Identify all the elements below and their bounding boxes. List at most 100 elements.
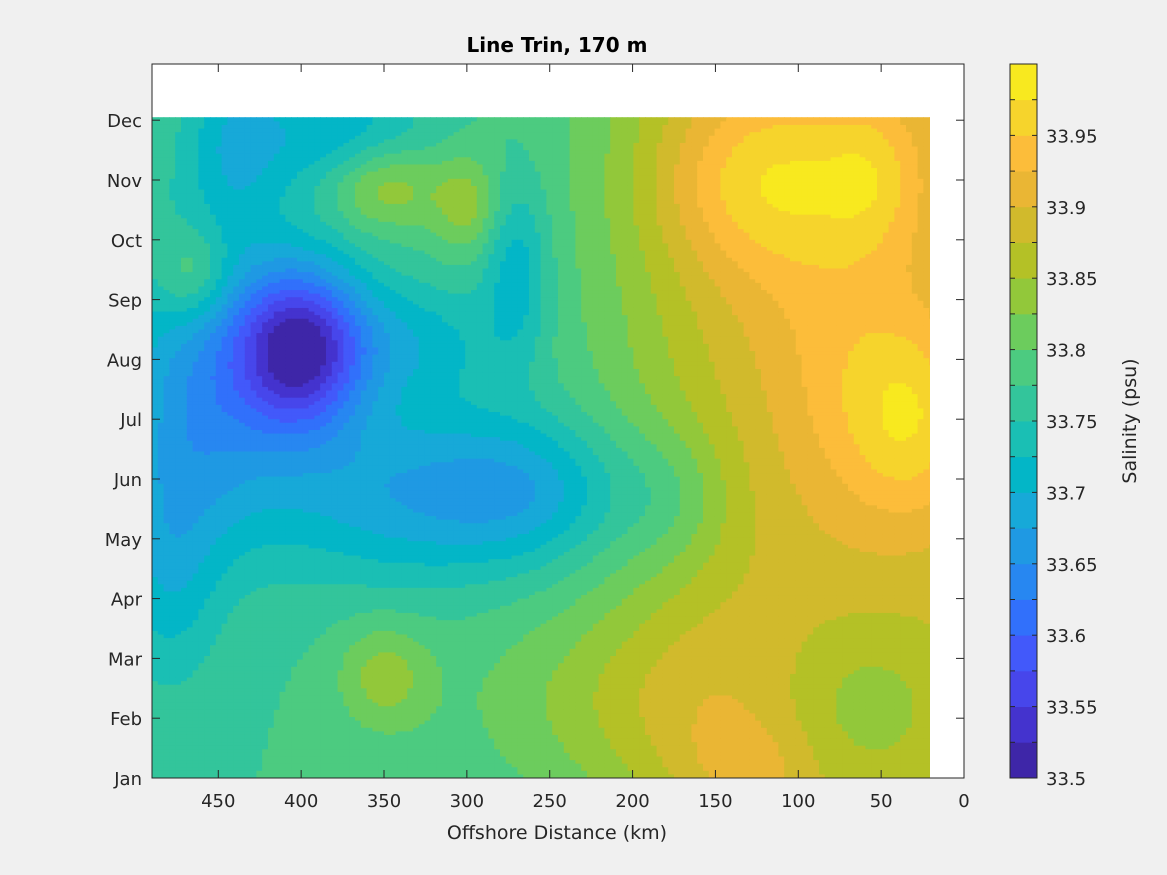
contour-cell [157, 515, 165, 520]
contour-cell [210, 644, 217, 649]
contour-cell [152, 594, 159, 599]
contour-cell [233, 257, 240, 262]
contour-cell [279, 422, 286, 427]
contour-cell [262, 734, 269, 739]
contour-cell [239, 666, 246, 671]
contour-cell [204, 519, 211, 524]
contour-cell [291, 407, 298, 413]
contour-cell [204, 167, 211, 172]
contour-cell [256, 594, 263, 599]
contour-cell [175, 307, 182, 312]
contour-cell [291, 465, 298, 470]
contour-cell [210, 537, 217, 542]
contour-cell [215, 702, 223, 707]
contour-cell [215, 501, 223, 506]
contour-cell [169, 192, 176, 197]
contour-cell [181, 271, 188, 276]
contour-cell [256, 235, 263, 240]
contour-cell [297, 368, 304, 373]
contour-cell [302, 267, 310, 273]
contour-cell [262, 181, 269, 186]
contour-cell [204, 476, 211, 481]
contour-cell [181, 293, 188, 298]
contour-cell [279, 318, 286, 323]
contour-cell [297, 199, 304, 204]
contour-cell [291, 264, 298, 269]
contour-cell [239, 242, 246, 247]
contour-cell [175, 662, 182, 667]
contour-cell [186, 192, 194, 197]
contour-cell [239, 551, 246, 556]
contour-cell [291, 282, 298, 287]
contour-cell [221, 501, 228, 506]
contour-cell [262, 386, 269, 391]
contour-cell [256, 199, 263, 204]
contour-cell [204, 655, 211, 660]
contour-cell [256, 576, 263, 581]
contour-cell [250, 508, 257, 513]
contour-cell [250, 310, 257, 316]
contour-cell [297, 580, 304, 585]
contour-cell [291, 741, 298, 746]
contour-cell [291, 149, 298, 154]
contour-cell [273, 127, 281, 133]
contour-cell [215, 612, 223, 617]
contour-cell [152, 318, 159, 323]
contour-cell [279, 214, 286, 219]
contour-cell [244, 630, 252, 635]
contour-cell [210, 608, 217, 613]
contour-cell [163, 659, 170, 664]
contour-cell [233, 160, 240, 165]
contour-cell [181, 763, 188, 768]
contour-cell [244, 328, 252, 334]
contour-cell [163, 483, 170, 488]
contour-cell [273, 522, 281, 527]
contour-cell [175, 630, 182, 635]
contour-cell [192, 465, 199, 470]
contour-cell [262, 257, 269, 262]
contour-cell [181, 759, 188, 764]
contour-cell [302, 709, 310, 714]
contour-cell [244, 763, 252, 768]
contour-cell [250, 368, 257, 373]
contour-cell [210, 755, 217, 761]
contour-cell [244, 705, 252, 710]
contour-cell [244, 501, 252, 506]
contour-cell [221, 766, 228, 771]
contour-field [152, 117, 930, 778]
contour-cell [163, 533, 170, 538]
contour-cell [163, 282, 170, 287]
contour-cell [239, 350, 246, 355]
contour-cell [175, 138, 182, 143]
contour-cell [215, 271, 223, 276]
contour-cell [268, 680, 275, 685]
contour-cell [192, 515, 199, 520]
contour-cell [215, 493, 223, 499]
contour-cell [198, 364, 205, 369]
contour-cell [227, 497, 234, 502]
contour-cell [291, 501, 298, 506]
contour-cell [163, 669, 170, 674]
contour-cell [175, 271, 182, 276]
contour-cell [302, 332, 310, 337]
contour-cell [163, 511, 170, 517]
contour-cell [221, 490, 228, 495]
contour-cell [302, 343, 310, 348]
contour-cell [152, 515, 159, 520]
contour-cell [181, 626, 188, 631]
contour-cell [221, 612, 228, 617]
contour-cell [291, 235, 298, 240]
contour-cell [221, 608, 228, 613]
contour-cell [244, 745, 252, 750]
contour-cell [215, 472, 223, 477]
contour-cell [198, 651, 205, 657]
contour-cell [297, 196, 304, 201]
contour-cell [163, 569, 170, 574]
contour-cell [297, 296, 304, 301]
contour-cell [291, 357, 298, 362]
contour-cell [256, 737, 263, 743]
contour-cell [175, 257, 182, 262]
contour-cell [233, 379, 240, 384]
contour-cell [227, 447, 234, 452]
contour-cell [291, 386, 298, 391]
